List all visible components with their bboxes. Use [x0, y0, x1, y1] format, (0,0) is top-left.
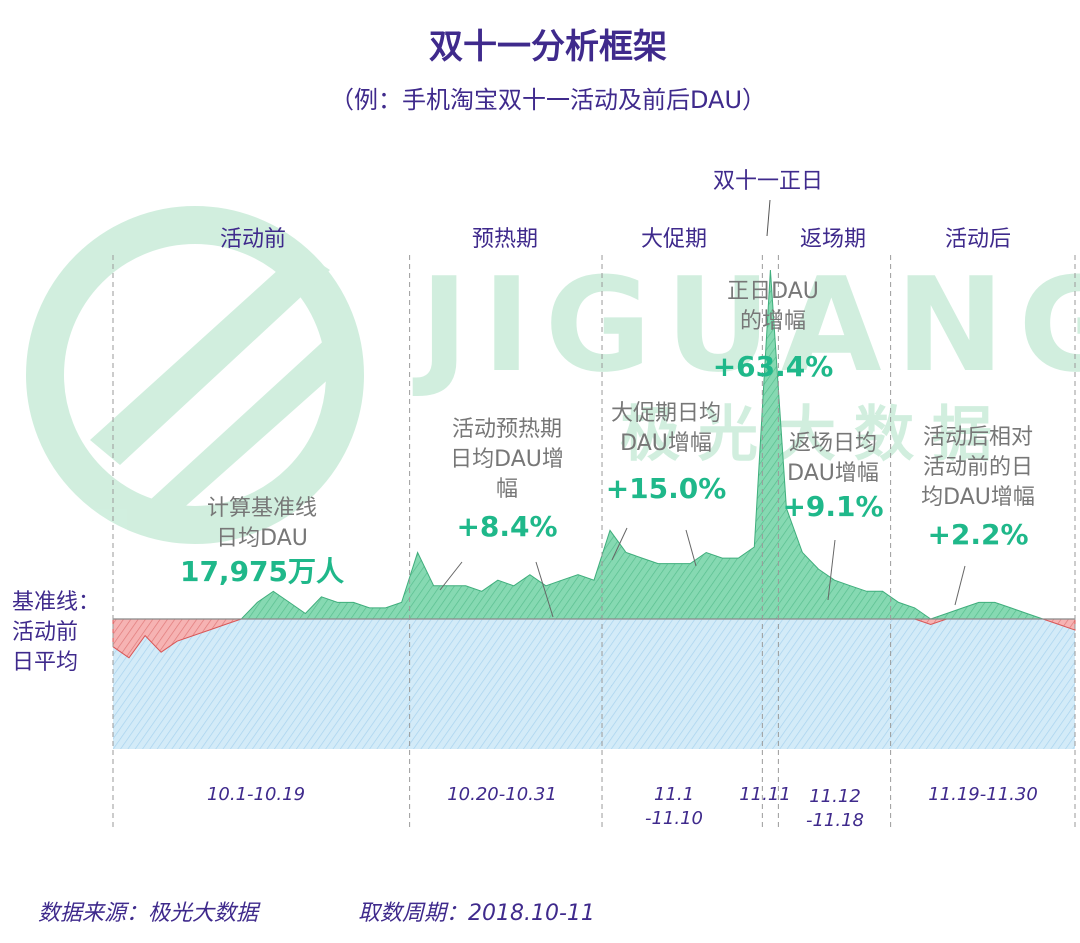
annotation-warmup-line: 日均DAU增: [450, 447, 564, 472]
watermark-logo-icon: [26, 206, 364, 544]
main-day-pointer: [766, 199, 771, 237]
annotation-promo-line: 大促期日均: [611, 401, 721, 426]
annotation-baseline: 计算基准线 日均DAU 17,975万人: [180, 496, 344, 588]
annotation-return-line: 返场日均: [789, 431, 877, 456]
annotation-promo-value: +15.0%: [606, 472, 727, 505]
annotation-return-value: +9.1%: [782, 490, 883, 523]
data-period: 取数周期：2018.10-11: [358, 901, 595, 926]
baseline-label-line: 基准线：: [12, 590, 100, 615]
data-source: 数据来源：极光大数据: [38, 901, 261, 926]
phase-label-pre: 活动前: [220, 227, 286, 252]
annotation-baseline-line: 计算基准线: [207, 496, 317, 521]
annotation-baseline-value: 17,975万人: [180, 555, 344, 588]
phase-label-main-day: 双十一正日: [713, 169, 823, 194]
annotation-warmup: 活动预热期 日均DAU增 幅 +8.4%: [450, 417, 564, 543]
date-label-warmup: 10.20-10.31: [447, 784, 557, 805]
date-label-return: 11.12: [809, 786, 861, 807]
annotation-warmup-line: 幅: [496, 477, 518, 502]
date-label-return-end: -11.18: [806, 810, 864, 831]
watermark: JIGUANG 极光大数据: [26, 206, 1080, 544]
phase-label-promo: 大促期: [641, 227, 707, 252]
annotation-warmup-line: 活动预热期: [452, 417, 562, 442]
phase-boundaries: [112, 255, 1076, 830]
phase-label-post: 活动后: [945, 227, 1011, 252]
chart-subtitle: （例：手机淘宝双十一活动及前后DAU）: [330, 86, 766, 114]
annotation-post-line: 活动前的日: [923, 455, 1033, 480]
annotation-post-value: +2.2%: [927, 518, 1028, 551]
date-label-post: 11.19-11.30: [928, 784, 1038, 805]
annotation-promo: 大促期日均 DAU增幅 +15.0%: [606, 401, 727, 505]
phase-label-return: 返场期: [800, 227, 866, 252]
chart-title: 双十一分析框架: [429, 27, 667, 67]
annotation-main-day-value: +63.4%: [713, 350, 834, 383]
phase-label-warmup: 预热期: [472, 227, 538, 252]
annotation-post-line: 均DAU增幅: [921, 485, 1035, 510]
watermark-brand: JIGUANG: [412, 249, 1080, 401]
baseline-area: [113, 619, 1075, 749]
leader-lines: [439, 527, 966, 618]
annotation-promo-line: DAU增幅: [620, 431, 712, 456]
annotation-main-day: 正日DAU 的增幅 +63.4%: [713, 279, 834, 383]
date-label-promo-end: -11.10: [645, 808, 703, 829]
annotation-warmup-value: +8.4%: [456, 510, 557, 543]
annotation-return: 返场日均 DAU增幅 +9.1%: [782, 431, 883, 523]
annotation-return-line: DAU增幅: [787, 461, 879, 486]
baseline-label-line: 活动前: [12, 620, 78, 645]
annotation-baseline-line: 日均DAU: [216, 526, 308, 551]
annotation-post-line: 活动后相对: [923, 425, 1033, 450]
annotation-main-day-line: 正日DAU: [727, 279, 819, 304]
date-label-pre: 10.1-10.19: [207, 784, 305, 805]
annotation-main-day-line: 的增幅: [740, 309, 806, 334]
date-label-promo: 11.1: [654, 784, 694, 805]
date-label-main-day: 11.11: [739, 784, 791, 805]
annotation-post: 活动后相对 活动前的日 均DAU增幅 +2.2%: [921, 425, 1035, 551]
watermark-cn: 极光大数据: [620, 400, 1010, 470]
baseline-label-line: 日平均: [12, 650, 78, 675]
